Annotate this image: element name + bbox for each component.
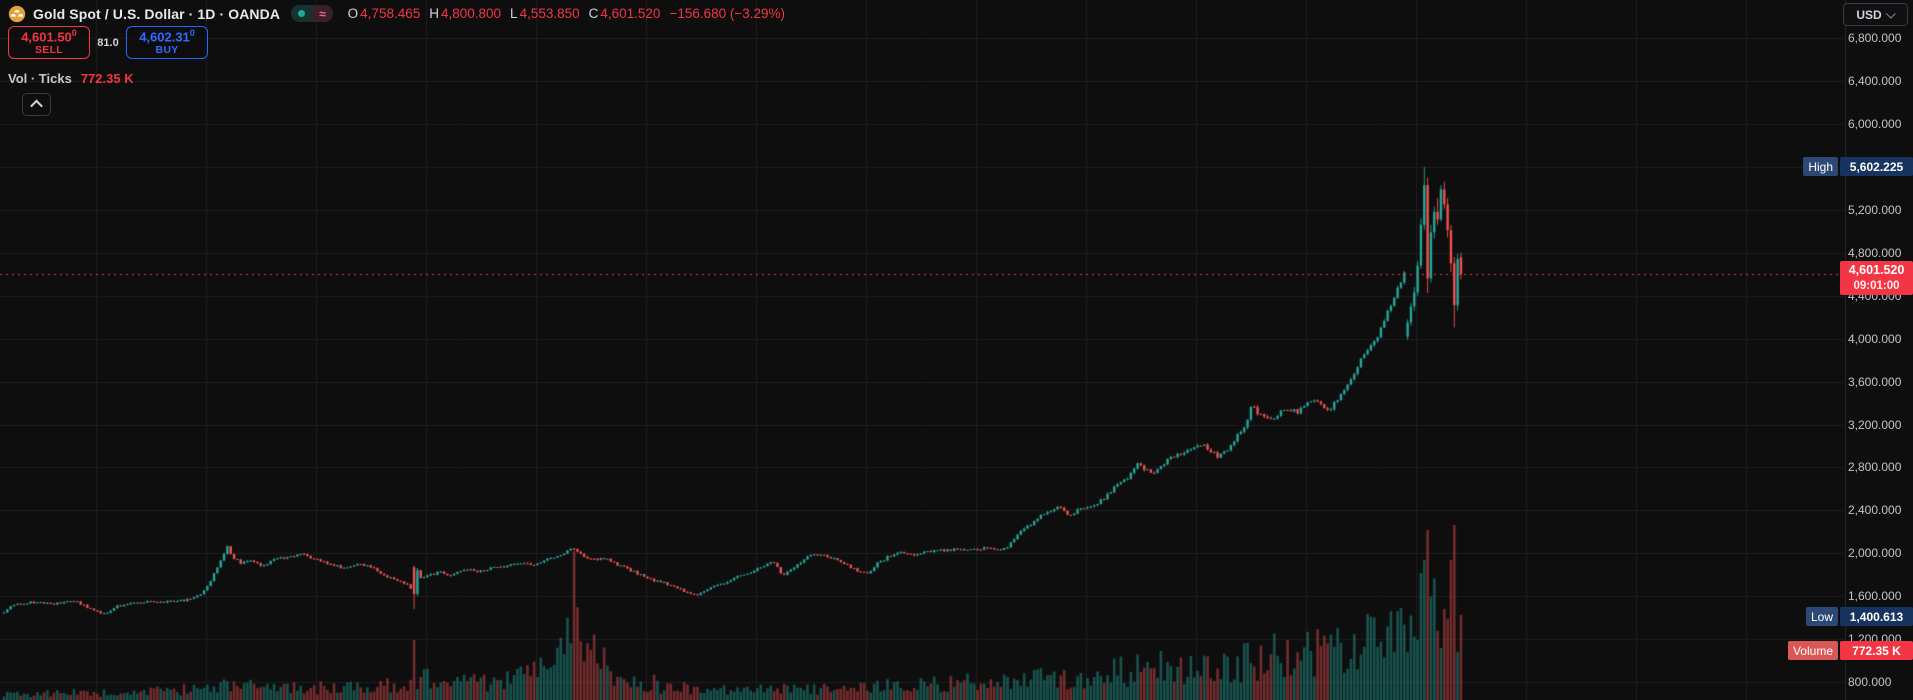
price-tick-label: 6,800.000: [1848, 31, 1902, 46]
market-open-status-icon: [291, 5, 313, 22]
close-label: C: [588, 6, 599, 21]
volume-indicator-value: 772.35 K: [80, 71, 134, 86]
spread-value: 81.0: [97, 36, 119, 49]
low-value: 4,553.850: [519, 6, 580, 21]
price-tick-label: 3,200.000: [1848, 417, 1902, 432]
price-tick-label: 5,200.000: [1848, 203, 1902, 217]
low-marker-label: Low: [1805, 607, 1838, 626]
approx-data-status-icon: ≈: [312, 5, 333, 22]
bar-countdown: 09:01:00: [1853, 279, 1900, 292]
symbol-header: Gold Spot / U.S. Dollar · 1D · OANDA ≈ O…: [8, 3, 785, 24]
price-tick-label: 2,400.000: [1848, 503, 1902, 518]
low-marker-value: 1,400.613: [1840, 607, 1913, 626]
open-label: O: [347, 6, 359, 21]
low-price-marker: Low 1,400.613: [1805, 607, 1913, 626]
buy-button-label: BUY: [155, 43, 179, 56]
buy-button[interactable]: 4,602.310 BUY: [126, 26, 208, 59]
ohlc-readout: O 4,758.465 H 4,800.800 L 4,553.850 C 4,601.…: [348, 6, 785, 21]
sell-button-label: SELL: [34, 43, 64, 56]
volume-marker: Volume 772.35 K: [1787, 641, 1913, 660]
open-value: 4,758.465: [360, 6, 421, 21]
collapse-legend-button[interactable]: [22, 93, 51, 116]
trade-panel: 4,601.500 SELL 81.0 4,602.310 BUY: [8, 26, 208, 59]
volume-marker-value: 772.35 K: [1840, 641, 1913, 660]
market-status[interactable]: ≈: [291, 5, 333, 22]
volume-indicator-legend[interactable]: Vol · Ticks 772.35 K: [8, 71, 134, 86]
sell-button[interactable]: 4,601.500 SELL: [8, 26, 90, 59]
high-price-marker: High 5,602.225: [1803, 157, 1913, 176]
last-price-badge: 4,601.520 09:01:00: [1840, 261, 1913, 295]
price-tick-label: 800.000: [1848, 675, 1892, 689]
high-label: H: [429, 6, 439, 21]
price-tick-label: 4,800.000: [1848, 245, 1902, 260]
high-marker-value: 5,602.225: [1840, 157, 1913, 176]
price-tick-label: 3,600.000: [1848, 374, 1902, 389]
change-value: −156.680 (−3.29%): [669, 6, 786, 21]
high-value: 4,800.800: [440, 6, 502, 21]
currency-label: USD: [1856, 7, 1882, 22]
price-axis-separator: [1845, 0, 1846, 700]
low-label: L: [510, 6, 518, 21]
price-tick-label: 1,600.000: [1848, 589, 1902, 604]
close-value: 4,601.520: [600, 6, 661, 21]
price-tick-label: 6,400.000: [1848, 74, 1902, 89]
currency-dropdown[interactable]: USD: [1843, 3, 1908, 26]
price-tick-label: 6,000.000: [1848, 117, 1902, 132]
symbol-title[interactable]: Gold Spot / U.S. Dollar · 1D · OANDA: [33, 5, 281, 22]
volume-marker-label: Volume: [1787, 641, 1838, 660]
price-tick-label: 2,800.000: [1848, 460, 1902, 475]
chevron-up-icon: [30, 99, 43, 113]
chevron-down-icon: [1885, 8, 1896, 19]
gold-instrument-icon: [8, 5, 26, 22]
price-tick-label: 4,000.000: [1848, 331, 1902, 346]
high-marker-label: High: [1803, 157, 1838, 176]
volume-indicator-label: Vol · Ticks: [8, 71, 72, 86]
price-tick-label: 2,000.000: [1848, 546, 1902, 561]
last-price-value: 4,601.520: [1848, 263, 1905, 277]
